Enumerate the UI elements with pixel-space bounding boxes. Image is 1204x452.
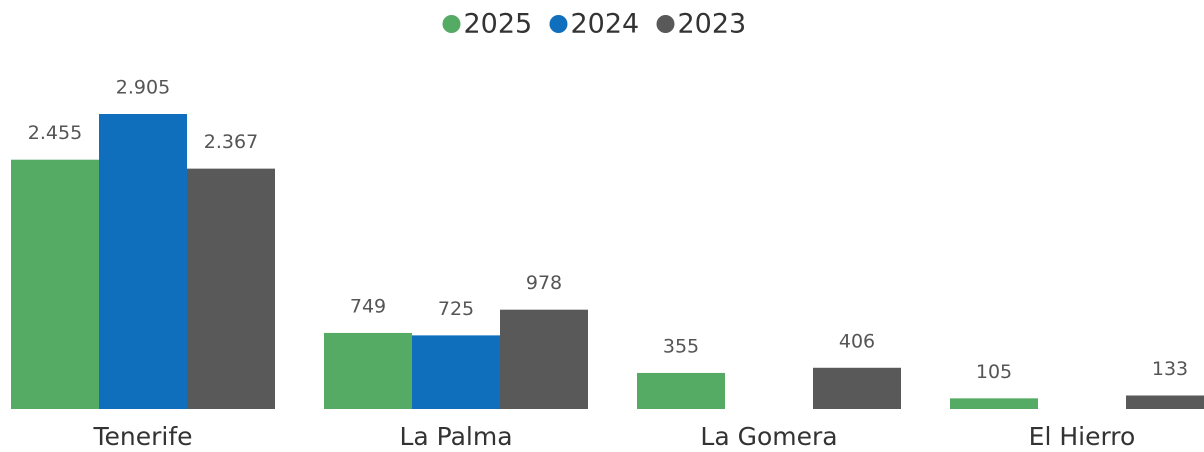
- legend-marker: [549, 15, 568, 33]
- data-label: 133: [1152, 358, 1188, 380]
- bar: [500, 309, 588, 409]
- legend-label: 2025: [464, 9, 533, 40]
- data-label: 355: [663, 335, 699, 357]
- bar: [950, 398, 1038, 409]
- legend-label: 2024: [571, 9, 640, 40]
- bar: [1126, 395, 1204, 409]
- bar: [813, 367, 901, 409]
- x-tick-label: Tenerife: [92, 422, 192, 451]
- bar: [11, 159, 99, 409]
- bar: [637, 372, 725, 409]
- data-label: 2.367: [204, 131, 258, 153]
- x-tick-label: El Hierro: [1029, 422, 1136, 451]
- data-label: 725: [438, 298, 474, 320]
- bar: [99, 114, 187, 409]
- bar: [324, 332, 412, 409]
- legend-marker: [442, 15, 461, 33]
- bar: [412, 335, 500, 409]
- bar: [187, 168, 275, 409]
- x-tick-label: La Gomera: [700, 422, 837, 451]
- x-tick-label: La Palma: [399, 422, 512, 451]
- legend-marker: [656, 15, 675, 33]
- legend-label: 2023: [678, 9, 747, 40]
- data-label: 105: [976, 361, 1012, 383]
- data-label: 406: [839, 330, 875, 352]
- data-label: 2.905: [116, 77, 170, 99]
- data-label: 978: [526, 272, 562, 294]
- data-label: 2.455: [28, 122, 82, 144]
- data-label: 749: [350, 295, 386, 317]
